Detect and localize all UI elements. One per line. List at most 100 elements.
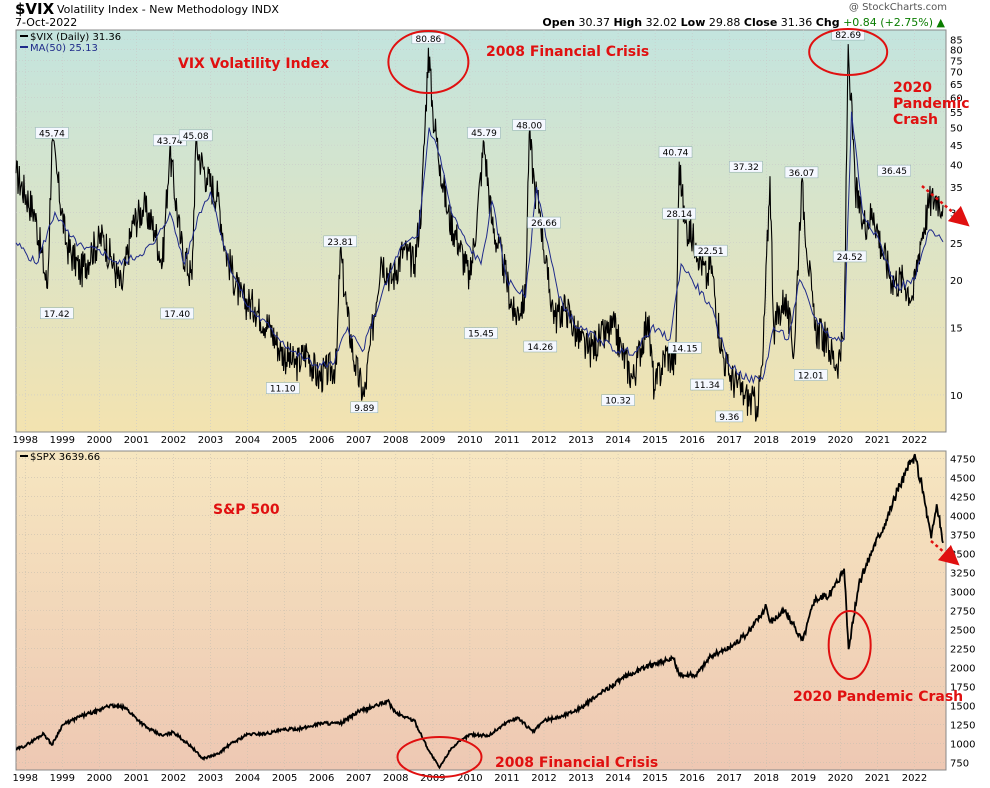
vix-2020-circle — [808, 28, 889, 76]
chart-date: 7-Oct-2022 — [15, 16, 78, 29]
spx-crisis-2008-label: 2008 Financial Crisis — [495, 755, 658, 771]
vix-callout-label: 24.52 — [837, 253, 863, 263]
chart-symbol: $VIX — [15, 0, 55, 18]
credit-label: @ StockCharts.com — [848, 2, 947, 13]
low-label: Low — [680, 16, 706, 29]
vix-y-tick-label: 10 — [950, 391, 963, 402]
vix-callout-label: 36.07 — [789, 169, 815, 179]
vix-callout-label: 14.15 — [672, 344, 698, 354]
vix-callout-label: 9.36 — [719, 413, 739, 423]
chart-name: Volatility Index - New Methodology INDX — [57, 3, 279, 16]
spx-x-tick-label: 2011 — [494, 773, 519, 784]
vix-crash-2020-label: 2020 Pandemic Crash — [893, 80, 970, 128]
vix-x-tick-label: 2014 — [605, 435, 630, 446]
spx-x-tick-label: 2002 — [161, 773, 186, 784]
spx-y-tick-label: 750 — [950, 758, 969, 769]
spx-y-tick-label: 3250 — [950, 569, 975, 580]
vix-callout-label: 37.32 — [733, 163, 759, 173]
vix-y-tick-label: 35 — [950, 183, 963, 194]
vix-x-tick-label: 2016 — [679, 435, 704, 446]
vix-callout-label: 28.14 — [666, 210, 692, 220]
vix-callout-label: 82.69 — [835, 31, 861, 41]
vix-y-tick-label: 70 — [950, 68, 963, 79]
spx-2020-circle — [827, 610, 872, 680]
vix-callout-label: 23.81 — [327, 238, 353, 248]
spx-x-tick-label: 2006 — [309, 773, 334, 784]
vix-callout-label: 11.34 — [694, 381, 720, 391]
spx-legend-label: $SPX 3639.66 — [30, 452, 100, 463]
vix-callout-box — [715, 410, 744, 423]
vix-crash-2020-label-line: 2020 — [893, 80, 932, 96]
vix-callout-label: 9.89 — [354, 404, 374, 414]
vix-callout-label: 26.66 — [531, 219, 557, 229]
spx-y-tick-label: 2000 — [950, 663, 975, 674]
vix-callout-box — [40, 307, 74, 320]
spx-x-tick-label: 2013 — [568, 773, 593, 784]
vix-x-tick-label: 2022 — [902, 435, 927, 446]
vix-x-tick-label: 2018 — [754, 435, 779, 446]
low-value: 29.88 — [708, 16, 741, 29]
spx-price-line — [15, 453, 944, 770]
spx-y-tick-label: 4750 — [950, 455, 975, 466]
spx-x-tick-label: 2014 — [605, 773, 630, 784]
vix-x-tick-label: 2019 — [791, 435, 816, 446]
vix-callout-box — [523, 340, 558, 353]
spx-x-tick-label: 2000 — [87, 773, 112, 784]
vix-title-annotation: VIX Volatility Index — [178, 56, 329, 72]
spx-y-tick-label: 2250 — [950, 644, 975, 655]
spx-crash-2020-label: 2020 Pandemic Crash — [793, 689, 963, 705]
vix-callout-box — [601, 394, 635, 406]
vix-callout-label: 10.32 — [605, 397, 631, 407]
vix-callout-box — [323, 235, 357, 248]
spx-2008-circle — [396, 736, 483, 778]
vix-x-tick-label: 2005 — [272, 435, 297, 446]
spx-x-tick-label: 2010 — [457, 773, 482, 784]
vix-callout-box — [350, 401, 379, 414]
vix-callout-box — [662, 207, 696, 220]
vix-panel: 1015202530354045505560657075808519981999… — [13, 28, 970, 446]
vix-ma-line — [15, 111, 944, 385]
vix-y-tick-label: 20 — [950, 276, 963, 287]
vix-callout-label: 43.74 — [157, 137, 183, 147]
spx-x-tick-label: 2004 — [235, 773, 260, 784]
vix-plot-area — [15, 29, 947, 433]
vix-x-tick-label: 2002 — [161, 435, 186, 446]
vix-trend-arrow — [921, 185, 970, 227]
vix-y-tick-label: 75 — [950, 56, 963, 67]
spx-x-tick-label: 2001 — [124, 773, 149, 784]
high-label: High — [613, 16, 643, 29]
spx-y-tick-label: 4500 — [950, 474, 975, 485]
vix-crash-2020-label-line: Pandemic — [893, 96, 970, 112]
close-value: 31.36 — [780, 16, 813, 29]
vix-legend-ma: MA(50) 25.13 — [30, 43, 98, 54]
vix-callout-label: 48.00 — [516, 121, 542, 131]
vix-callout-label: 11.10 — [270, 385, 296, 395]
vix-x-tick-label: 2008 — [383, 435, 408, 446]
vix-y-tick-label: 60 — [950, 93, 963, 104]
spx-y-tick-label: 4000 — [950, 512, 975, 523]
vix-callout-label: 17.40 — [164, 310, 190, 320]
vix-callout-box — [464, 327, 498, 339]
spx-x-tick-label: 2007 — [346, 773, 371, 784]
vix-crisis-2008-label: 2008 Financial Crisis — [486, 44, 649, 60]
open-label: Open — [542, 16, 575, 29]
vix-callout-box — [178, 129, 213, 142]
vix-callout-box — [668, 342, 702, 354]
spx-y-tick-label: 3000 — [950, 588, 975, 599]
vix-callout-label: 12.01 — [798, 372, 824, 382]
spx-x-tick-label: 2009 — [420, 773, 445, 784]
vix-x-tick-label: 2009 — [420, 435, 445, 446]
vix-callout-box — [794, 369, 828, 381]
vix-y-tick-label: 50 — [950, 124, 963, 135]
vix-callout-box — [784, 166, 819, 179]
vix-x-tick-label: 2000 — [87, 435, 112, 446]
vix-x-tick-label: 2001 — [124, 435, 149, 446]
vix-x-tick-label: 1999 — [50, 435, 75, 446]
vix-y-tick-label: 25 — [950, 239, 963, 250]
vix-y-tick-label: 65 — [950, 80, 963, 91]
close-label: Close — [743, 16, 778, 29]
spx-y-tick-label: 3750 — [950, 531, 975, 542]
vix-y-tick-label: 40 — [950, 161, 963, 172]
